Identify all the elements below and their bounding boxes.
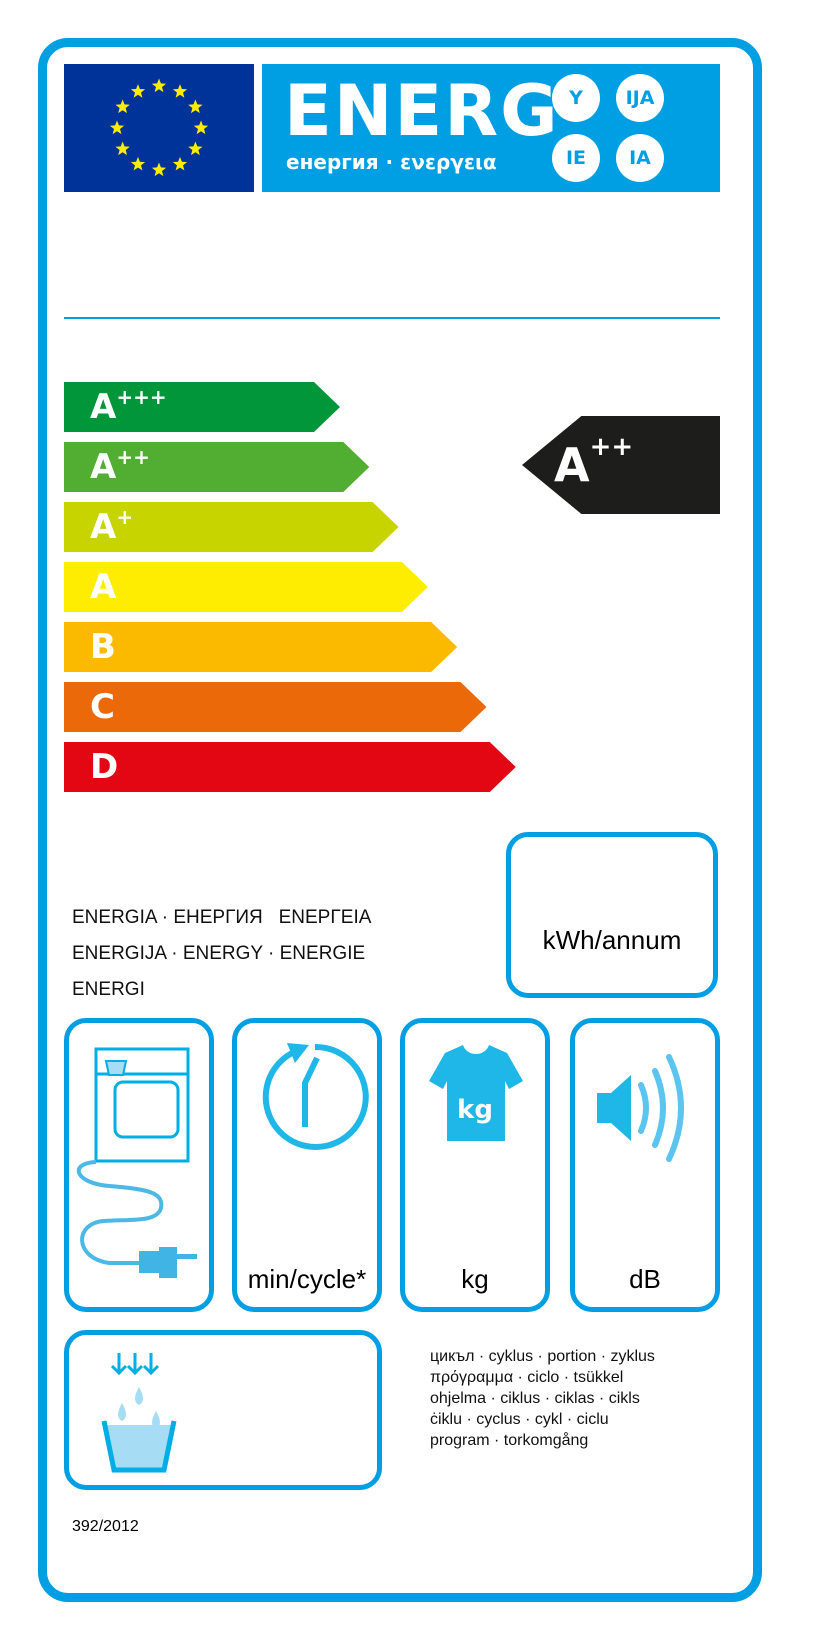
noise-box: dB: [570, 1018, 720, 1312]
star-icon: [130, 156, 146, 171]
consumption-box: kWh/annum: [506, 832, 718, 998]
cycle-line: program · torkomgång: [430, 1432, 589, 1449]
star-icon: [172, 84, 188, 98]
energy-header: ENERG енергия · ενεργεια Y IJA IE IA: [262, 64, 720, 192]
suffix-ia: IA: [616, 134, 664, 182]
scale-plus: ++: [116, 445, 150, 469]
scale-letter: A: [90, 567, 117, 607]
energy-languages: ENERGIA · ЕНЕРГИЯ ΕΝΕΡΓΕΙΑ ENERGIJA · EN…: [72, 900, 371, 1008]
dryer-plug-icon: [76, 1047, 197, 1278]
cycle-line: ċiklu · cyclus · cykl · ciclu: [430, 1411, 609, 1428]
scale-letter: D: [90, 747, 119, 787]
condensation-box: [64, 1330, 382, 1490]
cycle-line: ohjelma · ciklus · ciklas · cikls: [430, 1390, 640, 1407]
cycle-line: цикъл · cyklus · portion · zyklus: [430, 1348, 655, 1365]
scale-bar-6: D: [64, 742, 516, 792]
energy-line: ENERGI: [72, 979, 145, 1000]
water-drops-container-icon: [101, 1353, 177, 1473]
scale-bar-2: A+: [64, 502, 399, 552]
star-icon: [115, 141, 130, 156]
energy-title: ENERG: [284, 70, 560, 152]
star-icon: [188, 99, 203, 114]
star-icon: [151, 162, 167, 177]
capacity-unit: kg: [461, 1264, 489, 1294]
star-icon: [115, 99, 130, 114]
cycle-clock-icon: [262, 1043, 369, 1150]
scale-bar-3: A: [64, 562, 428, 612]
cycle-line: πρόγραμμα · ciclo · tsükkel: [430, 1369, 624, 1386]
energy-line: ENERGIJA · ENERGY · ENERGIE: [72, 943, 366, 964]
scale-bar-4: B: [64, 622, 458, 672]
label-frame: [38, 38, 762, 1602]
cycle-time-unit: min/cycle*: [247, 1264, 367, 1294]
scale-plus: +++: [116, 385, 167, 409]
scale-letter: A: [90, 447, 117, 487]
rating-letter: A: [554, 438, 590, 492]
energy-subtitle: енергия · ενεργεια: [286, 150, 497, 174]
scale-bar-0: A+++: [64, 382, 340, 432]
eu-flag: [64, 64, 254, 192]
speaker-icon: [597, 1054, 684, 1162]
consumption-unit: kWh/annum: [542, 925, 682, 955]
tshirt-badge: kg: [457, 1095, 493, 1125]
scale-letter: B: [90, 627, 116, 667]
regulation-number: 392/2012: [72, 1518, 139, 1535]
suffix-ie: IE: [552, 134, 600, 182]
scale-plus: +: [116, 505, 134, 529]
scale-letter: A: [90, 507, 117, 547]
energy-line: ENERGIA · ЕНЕРГИЯ ΕΝΕΡΓΕΙΑ: [72, 907, 372, 928]
star-icon: [130, 84, 146, 98]
noise-unit: dB: [629, 1264, 661, 1294]
energy-source-box: [64, 1018, 214, 1312]
eu-stars-icon: [109, 78, 209, 177]
scale-bar-5: C: [64, 682, 487, 732]
scale-bar-1: A++: [64, 442, 370, 492]
scale-letter: C: [90, 687, 115, 727]
tshirt-kg-icon: [429, 1045, 523, 1141]
scale-letter: A: [90, 387, 117, 427]
rating-plus: ++: [589, 432, 634, 462]
star-icon: [193, 120, 209, 135]
capacity-box: kg kg: [400, 1018, 550, 1312]
star-icon: [172, 156, 188, 171]
divider: [64, 317, 720, 319]
star-icon: [188, 141, 203, 156]
cycle-time-box: min/cycle*: [232, 1018, 382, 1312]
star-icon: [151, 78, 167, 93]
cycle-languages: цикъл · cyklus · portion · zyklus πρόγρα…: [430, 1346, 655, 1451]
suffix-y: Y: [552, 74, 600, 122]
suffix-ija: IJA: [616, 74, 664, 122]
star-icon: [109, 120, 125, 135]
